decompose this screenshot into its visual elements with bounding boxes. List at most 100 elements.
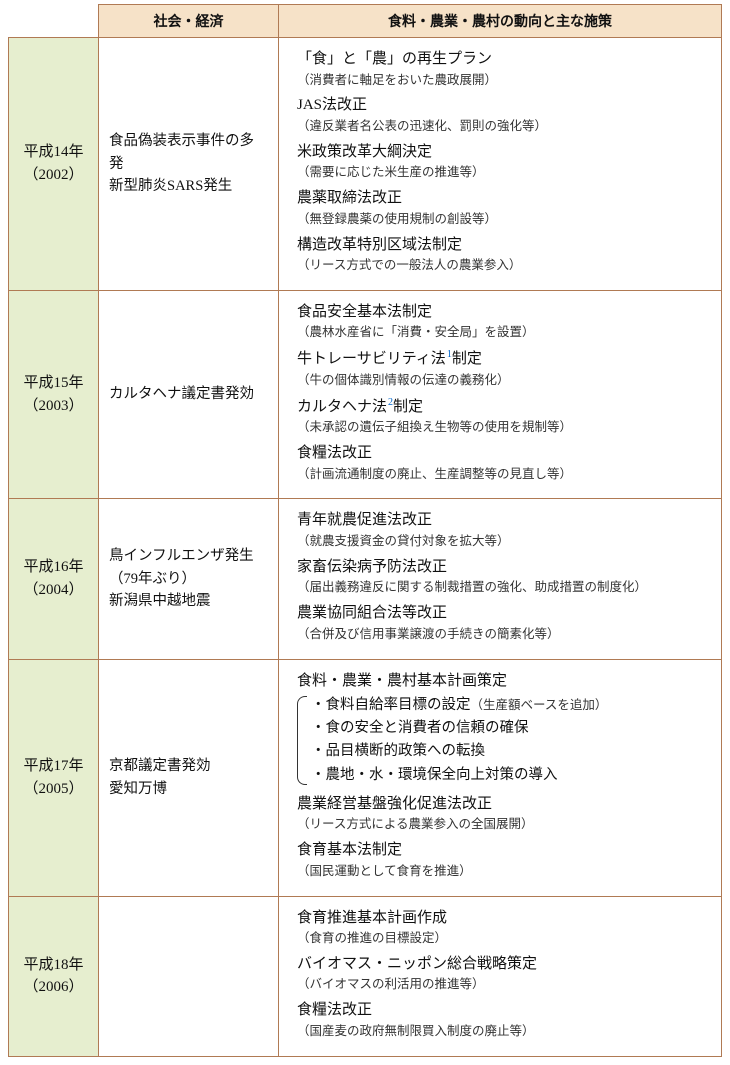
policy-title: 食育推進基本計画作成	[297, 907, 707, 930]
policy-cell: 「食」と「農」の再生プラン（消費者に軸足をおいた農政展開） JAS法改正（違反業者…	[279, 38, 722, 291]
society-cell: カルタヘナ議定書発効	[99, 290, 279, 499]
table-row: 平成14年（2002）食品偽装表示事件の多発新型肺炎SARS発生「食」と「農」の…	[9, 38, 722, 291]
society-event: 新潟県中越地震	[109, 590, 268, 612]
policy-note: （国産麦の政府無制限買入制度の廃止等）	[297, 1023, 707, 1040]
policy-title: バイオマス・ニッポン総合戦略策定	[297, 953, 707, 976]
society-cell: 京都議定書発効愛知万博	[99, 659, 279, 896]
policy-item: 青年就農促進法改正（就農支援資金の貸付対象を拡大等）	[297, 509, 707, 549]
policy-note: （合併及び信用事業譲渡の手続きの簡素化等）	[297, 626, 707, 643]
year-era: 平成15年	[11, 372, 96, 395]
bullet-text: ・食料自給率目標の設定	[311, 697, 471, 713]
policy-note: （バイオマスの利活用の推進等）	[297, 976, 707, 993]
policy-title: 食料・農業・農村基本計画策定	[297, 670, 707, 693]
policy-title: 牛トレーサビリティ法1制定	[297, 347, 707, 371]
policy-item: 「食」と「農」の再生プラン（消費者に軸足をおいた農政展開）	[297, 48, 707, 88]
policy-note: （国民運動として食育を推進）	[297, 863, 707, 880]
policy-item: 食品安全基本法制定（農林水産省に「消費・安全局」を設置）	[297, 301, 707, 341]
brace-icon	[297, 696, 307, 785]
bullet-text: ・品目横断的政策への転換	[311, 743, 485, 759]
policy-note: （無登録農薬の使用規制の創設等）	[297, 211, 707, 228]
policy-title: 食糧法改正	[297, 442, 707, 465]
policy-title: 食育基本法制定	[297, 839, 707, 862]
policy-title: JAS法改正	[297, 94, 707, 117]
policy-note: （食育の推進の目標設定）	[297, 930, 707, 947]
policy-title: 家畜伝染病予防法改正	[297, 556, 707, 579]
policy-cell: 青年就農促進法改正（就農支援資金の貸付対象を拡大等） 家畜伝染病予防法改正（届出義…	[279, 499, 722, 659]
policy-cell: 食育推進基本計画作成（食育の推進の目標設定） バイオマス・ニッポン総合戦略策定（バ…	[279, 896, 722, 1056]
policy-bullets: ・食料自給率目標の設定（生産額ベースを追加） ・食の安全と消費者の信頼の確保・品目…	[297, 694, 707, 787]
policy-item: 農薬取締法改正（無登録農薬の使用規制の創設等）	[297, 187, 707, 227]
policy-title: 農業経営基盤強化促進法改正	[297, 793, 707, 816]
policy-note: （消費者に軸足をおいた農政展開）	[297, 72, 707, 89]
policy-note: （届出義務違反に関する制裁措置の強化、助成措置の制度化）	[297, 579, 707, 596]
policy-title-pre: 牛トレーサビリティ法	[297, 351, 446, 367]
year-cell: 平成17年（2005）	[9, 659, 99, 896]
header-society: 社会・経済	[99, 5, 279, 38]
policy-note: （牛の個体識別情報の伝達の義務化）	[297, 372, 707, 389]
policy-item: 米政策改革大綱決定（需要に応じた米生産の推進等）	[297, 141, 707, 181]
policy-item: 食糧法改正（計画流通制度の廃止、生産調整等の見直し等）	[297, 442, 707, 482]
policy-note: （未承認の遺伝子組換え生物等の使用を規制等）	[297, 419, 707, 436]
policy-bullet: ・食料自給率目標の設定（生産額ベースを追加）	[311, 694, 707, 717]
policy-note: （就農支援資金の貸付対象を拡大等）	[297, 533, 707, 550]
policy-title: 食品安全基本法制定	[297, 301, 707, 324]
policy-note: （需要に応じた米生産の推進等）	[297, 164, 707, 181]
header-policy: 食料・農業・農村の動向と主な施策	[279, 5, 722, 38]
society-cell: 食品偽装表示事件の多発新型肺炎SARS発生	[99, 38, 279, 291]
policy-note: （リース方式での一般法人の農業参入）	[297, 257, 707, 274]
policy-note: （農林水産省に「消費・安全局」を設置）	[297, 324, 707, 341]
society-event: 京都議定書発効	[109, 755, 268, 777]
policy-cell: 食料・農業・農村基本計画策定・食料自給率目標の設定（生産額ベースを追加）・食の安…	[279, 659, 722, 896]
society-cell	[99, 896, 279, 1056]
policy-item: 食育推進基本計画作成（食育の推進の目標設定）	[297, 907, 707, 947]
year-cell: 平成18年（2006）	[9, 896, 99, 1056]
table-row: 平成17年（2005）京都議定書発効愛知万博食料・農業・農村基本計画策定・食料自…	[9, 659, 722, 896]
policy-item: 家畜伝染病予防法改正（届出義務違反に関する制裁措置の強化、助成措置の制度化）	[297, 556, 707, 596]
policy-title: 農業協同組合法等改正	[297, 602, 707, 625]
header-year	[9, 5, 99, 38]
year-western: （2002）	[11, 164, 96, 187]
society-event: 新型肺炎SARS発生	[109, 175, 268, 197]
policy-title: 食糧法改正	[297, 999, 707, 1022]
policy-title: 「食」と「農」の再生プラン	[297, 48, 707, 71]
policy-item: 構造改革特別区域法制定（リース方式での一般法人の農業参入）	[297, 234, 707, 274]
year-era: 平成16年	[11, 556, 96, 579]
policy-bullet: ・農地・水・環境保全向上対策の導入	[311, 764, 707, 787]
table-row: 平成15年（2003）カルタヘナ議定書発効食品安全基本法制定（農林水産省に「消費…	[9, 290, 722, 499]
society-event: カルタヘナ議定書発効	[109, 383, 268, 405]
header-row: 社会・経済 食料・農業・農村の動向と主な施策	[9, 5, 722, 38]
society-event: 鳥インフルエンザ発生（79年ぶり）	[109, 545, 268, 590]
year-cell: 平成15年（2003）	[9, 290, 99, 499]
year-era: 平成17年	[11, 755, 96, 778]
bullet-text: ・農地・水・環境保全向上対策の導入	[311, 767, 558, 783]
policy-title: 農薬取締法改正	[297, 187, 707, 210]
policy-title: 米政策改革大綱決定	[297, 141, 707, 164]
policy-note: （違反業者名公表の迅速化、罰則の強化等）	[297, 118, 707, 135]
table-container: 社会・経済 食料・農業・農村の動向と主な施策 平成14年（2002）食品偽装表示…	[0, 0, 730, 1065]
policy-title: カルタヘナ法2制定	[297, 395, 707, 419]
policy-item: 食料・農業・農村基本計画策定・食料自給率目標の設定（生産額ベースを追加）・食の安…	[297, 670, 707, 787]
society-cell: 鳥インフルエンザ発生（79年ぶり）新潟県中越地震	[99, 499, 279, 659]
bullet-text: ・食の安全と消費者の信頼の確保	[311, 720, 529, 736]
policy-item: JAS法改正（違反業者名公表の迅速化、罰則の強化等）	[297, 94, 707, 134]
policy-item: 農業協同組合法等改正（合併及び信用事業譲渡の手続きの簡素化等）	[297, 602, 707, 642]
policy-note: （リース方式による農業参入の全国展開）	[297, 816, 707, 833]
policy-title-post: 制定	[452, 351, 482, 367]
year-western: （2006）	[11, 976, 96, 999]
year-western: （2005）	[11, 778, 96, 801]
policy-bullet: ・食の安全と消費者の信頼の確保	[311, 717, 707, 740]
policy-item: 牛トレーサビリティ法1制定（牛の個体識別情報の伝達の義務化）	[297, 347, 707, 388]
policy-item: 食糧法改正（国産麦の政府無制限買入制度の廃止等）	[297, 999, 707, 1039]
bullet-inline-note: （生産額ベースを追加）	[471, 698, 608, 712]
policy-item: カルタヘナ法2制定（未承認の遺伝子組換え生物等の使用を規制等）	[297, 395, 707, 436]
table-row: 平成18年（2006） 食育推進基本計画作成（食育の推進の目標設定） バイオマス・ニ…	[9, 896, 722, 1056]
table-row: 平成16年（2004）鳥インフルエンザ発生（79年ぶり）新潟県中越地震青年就農促…	[9, 499, 722, 659]
policy-item: 農業経営基盤強化促進法改正（リース方式による農業参入の全国展開）	[297, 793, 707, 833]
society-event: 愛知万博	[109, 778, 268, 800]
policy-title-pre: カルタヘナ法	[297, 399, 387, 415]
policy-item: バイオマス・ニッポン総合戦略策定（バイオマスの利活用の推進等）	[297, 953, 707, 993]
policy-title: 構造改革特別区域法制定	[297, 234, 707, 257]
year-western: （2003）	[11, 395, 96, 418]
policy-cell: 食品安全基本法制定（農林水産省に「消費・安全局」を設置） 牛トレーサビリティ法1制…	[279, 290, 722, 499]
policy-note: （計画流通制度の廃止、生産調整等の見直し等）	[297, 466, 707, 483]
